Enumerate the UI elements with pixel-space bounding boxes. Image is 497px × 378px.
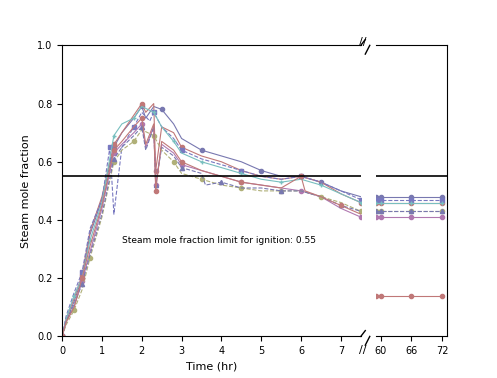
X-axis label: Time (hr): Time (hr): [186, 362, 237, 372]
Y-axis label: Steam mole fraction: Steam mole fraction: [21, 134, 31, 248]
Text: Steam mole fraction limit for ignition: 0.55: Steam mole fraction limit for ignition: …: [122, 236, 316, 245]
Text: //: //: [358, 37, 366, 48]
Text: //: //: [358, 344, 366, 355]
